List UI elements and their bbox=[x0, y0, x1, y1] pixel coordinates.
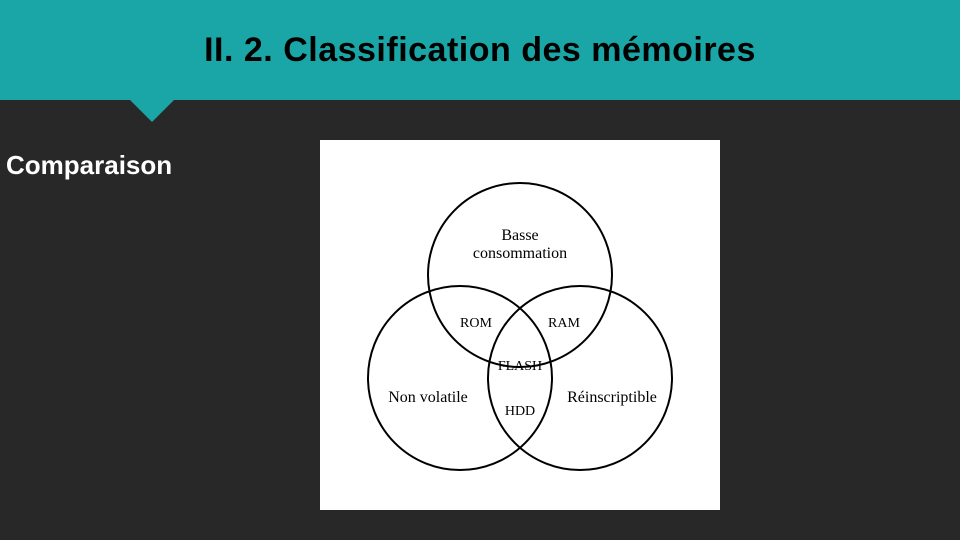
venn-label-top-line2: consommation bbox=[473, 245, 567, 262]
venn-region-rom: ROM bbox=[460, 316, 492, 331]
slide-title: II. 2. Classification des mémoires bbox=[204, 31, 756, 70]
venn-region-hdd: HDD bbox=[505, 404, 535, 419]
venn-circle-right bbox=[488, 286, 672, 470]
venn-label-left: Non volatile bbox=[388, 389, 468, 406]
venn-circle-left bbox=[368, 286, 552, 470]
venn-label-right: Réinscriptible bbox=[567, 389, 657, 406]
venn-region-flash: FLASH bbox=[498, 359, 542, 374]
venn-label-top-line1: Basse bbox=[501, 227, 538, 244]
slide-header: II. 2. Classification des mémoires bbox=[0, 0, 960, 100]
venn-circle-top bbox=[428, 183, 612, 367]
venn-diagram: Basse consommation Non volatile Réinscri… bbox=[320, 140, 720, 510]
section-subtitle: Comparaison bbox=[6, 150, 172, 181]
venn-region-ram: RAM bbox=[548, 316, 580, 331]
